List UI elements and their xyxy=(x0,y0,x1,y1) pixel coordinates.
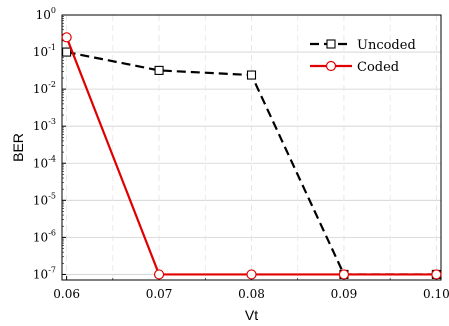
series-coded xyxy=(61,32,442,280)
y-tick-exponent: -5 xyxy=(48,191,56,200)
legend: Uncoded Coded xyxy=(310,38,416,75)
grid xyxy=(62,15,441,280)
y-tick-base: 10 xyxy=(33,193,48,207)
y-tick-base: 10 xyxy=(33,156,48,170)
legend-label: Uncoded xyxy=(357,38,416,53)
y-tick-exponent: -6 xyxy=(48,228,56,237)
y-tick-label: 10-4 xyxy=(33,154,56,170)
marker-square xyxy=(62,47,72,57)
x-tick-label: 0.08 xyxy=(238,287,265,301)
y-tick-base: 10 xyxy=(33,45,48,59)
y-tick-label: 10-2 xyxy=(33,80,56,96)
y-tick-exponent: -4 xyxy=(48,154,56,163)
y-tick-base: 10 xyxy=(33,82,48,96)
y-tick-base: 10 xyxy=(36,8,51,22)
marker-square xyxy=(246,70,257,80)
y-tick-base: 10 xyxy=(33,230,48,244)
y-tick-exponent: -1 xyxy=(48,43,56,52)
y-tick-label: 100 xyxy=(36,6,56,22)
y-axis-label: BER xyxy=(10,133,26,162)
series xyxy=(61,32,442,280)
y-tick-exponent: -2 xyxy=(48,80,56,89)
marker-circle xyxy=(325,60,337,72)
legend-label: Coded xyxy=(357,60,399,75)
y-tick-exponent: -7 xyxy=(48,265,56,274)
marker-circle xyxy=(338,269,350,280)
y-tick-exponent: -3 xyxy=(48,117,56,126)
marker-circle xyxy=(431,269,442,280)
y-tick-label: 10-7 xyxy=(33,265,56,281)
y-tick-label: 10-5 xyxy=(33,191,56,207)
marker-circle xyxy=(246,269,257,280)
marker-circle xyxy=(61,32,72,43)
x-tick-label: 0.10 xyxy=(423,287,449,301)
y-tick-exponent: 0 xyxy=(51,6,56,15)
x-tick-label: 0.09 xyxy=(331,287,358,301)
y-tick-base: 10 xyxy=(33,267,48,281)
marker-square xyxy=(326,39,336,49)
y-tick-label: 10-6 xyxy=(33,228,56,244)
x-tick-label: 0.07 xyxy=(146,287,173,301)
y-tick-label: 10-3 xyxy=(33,117,56,133)
x-tick-label: 0.06 xyxy=(53,287,80,301)
x-axis-label: Vt xyxy=(245,307,258,323)
y-tick-label: 10-1 xyxy=(33,43,56,59)
y-tick-base: 10 xyxy=(33,119,48,133)
marker-square xyxy=(154,65,164,75)
marker-circle xyxy=(153,269,165,280)
